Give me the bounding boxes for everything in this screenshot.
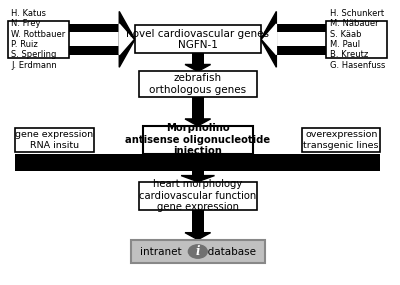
Text: i: i bbox=[196, 245, 200, 258]
Polygon shape bbox=[185, 233, 210, 240]
Polygon shape bbox=[119, 11, 135, 67]
FancyBboxPatch shape bbox=[139, 182, 257, 210]
Text: overexpression
transgenic lines: overexpression transgenic lines bbox=[304, 130, 379, 150]
Bar bbox=[69, 24, 119, 55]
Polygon shape bbox=[185, 64, 210, 72]
FancyBboxPatch shape bbox=[302, 128, 380, 152]
FancyBboxPatch shape bbox=[135, 25, 261, 53]
Text: heart morphology
cardiovascular function
gene expression: heart morphology cardiovascular function… bbox=[139, 179, 256, 212]
FancyBboxPatch shape bbox=[8, 21, 69, 58]
Text: zebrafish
orthologous genes: zebrafish orthologous genes bbox=[149, 73, 246, 95]
Polygon shape bbox=[181, 176, 214, 182]
Text: H. Schunkert
M. Näbauer
S. Käab
M. Paul
B. Kreutz
G. Hasenfuss: H. Schunkert M. Näbauer S. Käab M. Paul … bbox=[330, 9, 385, 70]
Bar bbox=[192, 169, 204, 176]
Bar bbox=[192, 210, 204, 233]
Bar bbox=[192, 53, 204, 64]
FancyBboxPatch shape bbox=[131, 240, 264, 263]
FancyBboxPatch shape bbox=[143, 126, 253, 154]
Bar bbox=[192, 97, 204, 119]
Bar bbox=[276, 24, 326, 55]
Bar bbox=[15, 154, 380, 170]
Text: H. Katus
N. Frey
W. Rottbauer
P. Ruiz
S. Sperling
J. Erdmann: H. Katus N. Frey W. Rottbauer P. Ruiz S.… bbox=[12, 9, 66, 70]
Text: intranet        database: intranet database bbox=[140, 247, 256, 256]
FancyBboxPatch shape bbox=[139, 72, 257, 97]
Text: novel cardiovascular genes
NGFN-1: novel cardiovascular genes NGFN-1 bbox=[126, 28, 269, 50]
FancyBboxPatch shape bbox=[15, 128, 94, 152]
Polygon shape bbox=[263, 24, 276, 55]
Bar bbox=[276, 32, 326, 46]
Text: gene expression
RNA insitu: gene expression RNA insitu bbox=[15, 130, 94, 150]
Bar bbox=[69, 32, 119, 46]
Text: Morpholino
antisense oligonucleotide
injection: Morpholino antisense oligonucleotide inj… bbox=[125, 123, 270, 156]
Polygon shape bbox=[261, 11, 276, 67]
Polygon shape bbox=[119, 24, 132, 55]
Circle shape bbox=[188, 245, 207, 258]
Polygon shape bbox=[185, 119, 210, 126]
FancyBboxPatch shape bbox=[326, 21, 387, 58]
